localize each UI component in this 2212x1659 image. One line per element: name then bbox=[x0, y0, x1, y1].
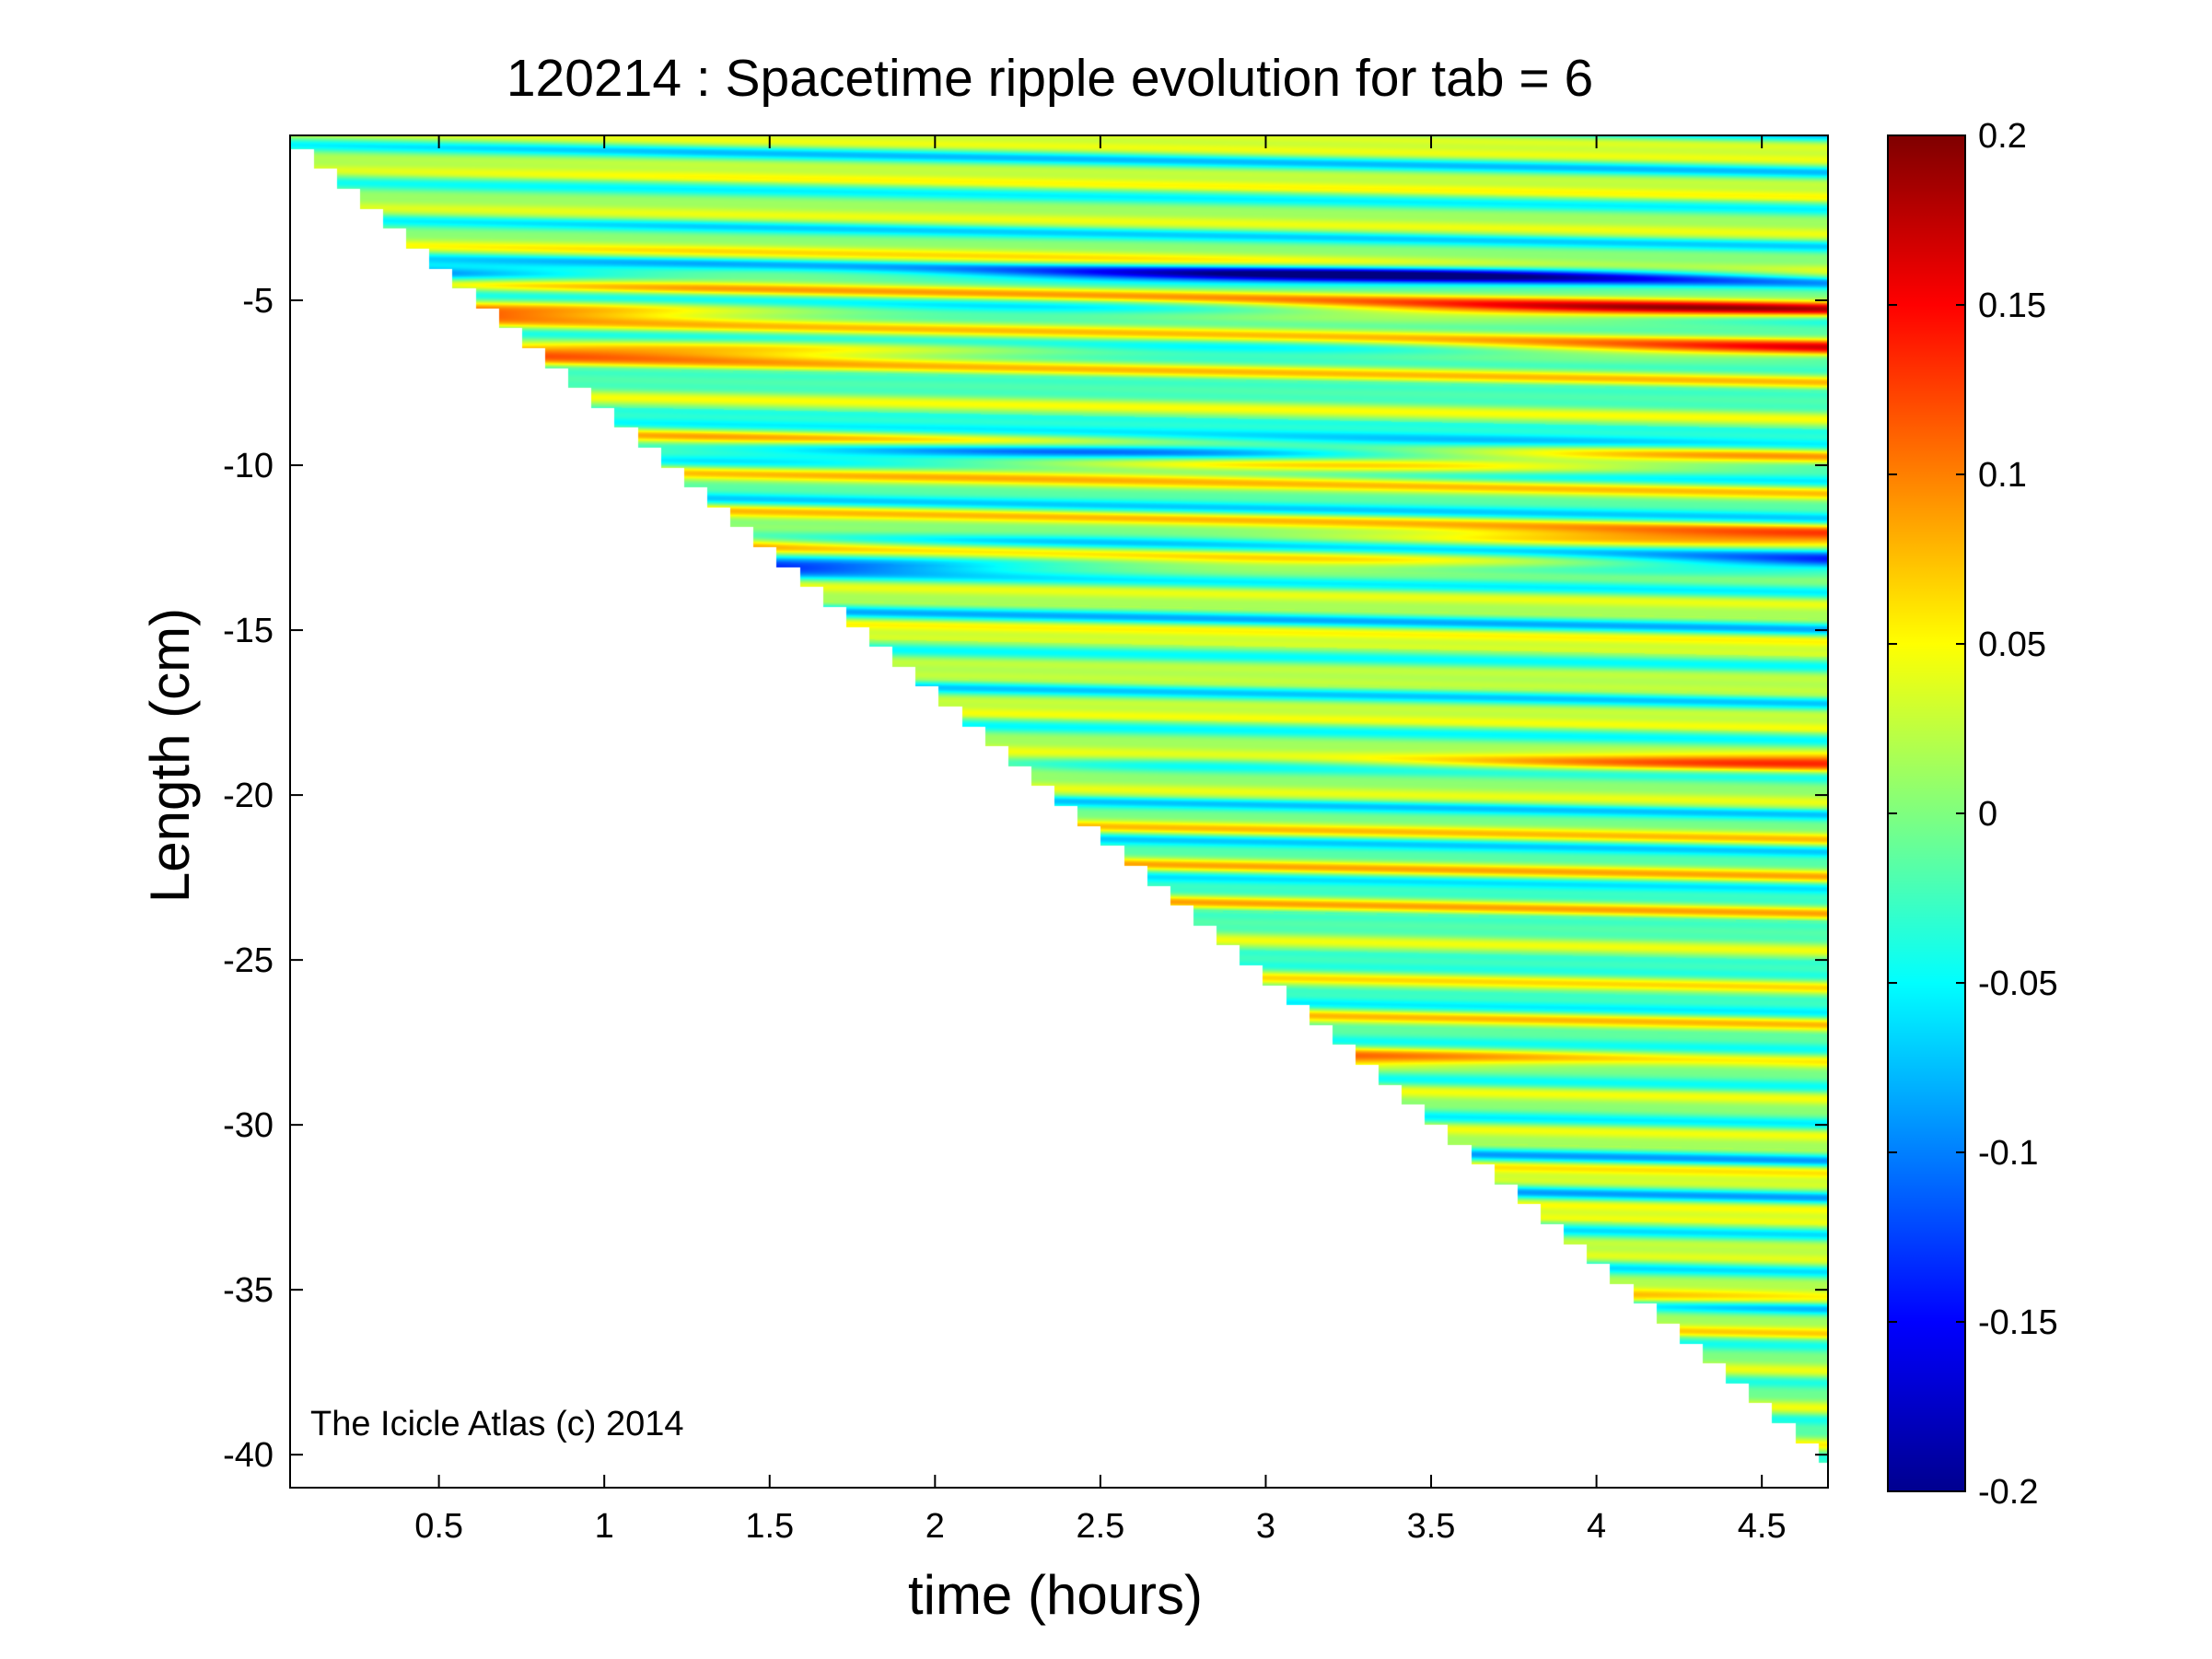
y-tick-label: -20 bbox=[223, 777, 274, 815]
y-axis: -5 -10 -15 -20 -25 -30 -35 -40 bbox=[223, 282, 1828, 1475]
x-axis-label: time (hours) bbox=[908, 1564, 1203, 1626]
x-tick-label: 2.5 bbox=[1076, 1507, 1124, 1546]
x-tick-label: 1 bbox=[595, 1507, 614, 1546]
colorbar-tick-label: -0.1 bbox=[1978, 1134, 2038, 1173]
y-tick-label: -35 bbox=[223, 1271, 274, 1310]
y-tick-label: -30 bbox=[223, 1106, 274, 1145]
x-axis: 0.5 1 1.5 2 2.5 3 3.5 4 4.5 bbox=[414, 135, 1787, 1546]
colorbar-tick-label: 0.15 bbox=[1978, 286, 2046, 325]
colorbar-tick-label: 0.1 bbox=[1978, 456, 2027, 495]
colorbar-tick-label: 0 bbox=[1978, 795, 1997, 834]
x-tick-label: 2 bbox=[926, 1507, 945, 1546]
heatmap-raster bbox=[290, 135, 1828, 1488]
colorbar bbox=[1887, 134, 1966, 1492]
x-tick-label: 3.5 bbox=[1407, 1507, 1456, 1546]
x-tick-label: 4.5 bbox=[1738, 1507, 1787, 1546]
x-tick-label: 4 bbox=[1587, 1507, 1606, 1546]
heatmap-image bbox=[290, 135, 1828, 1488]
colorbar-tick-label: 0.2 bbox=[1978, 117, 2027, 156]
x-tick-label: 3 bbox=[1256, 1507, 1275, 1546]
chart-title: 120214 : Spacetime ripple evolution for … bbox=[506, 49, 1593, 108]
colorbar-tick-label: -0.15 bbox=[1978, 1303, 2058, 1342]
y-tick-label: -25 bbox=[223, 941, 274, 980]
colorbar-axis: 0.2 0.15 0.1 0.05 0 -0.05 -0.1 -0.15 -0.2 bbox=[1888, 117, 2058, 1512]
x-tick-label: 0.5 bbox=[414, 1507, 463, 1546]
plot-frame bbox=[289, 134, 1829, 1489]
y-axis-label: Length (cm) bbox=[139, 608, 201, 903]
copyright-annotation: The Icicle Atlas (c) 2014 bbox=[310, 1405, 684, 1443]
y-tick-label: -10 bbox=[223, 447, 274, 485]
x-tick-label: 1.5 bbox=[745, 1507, 794, 1546]
colorbar-tick-label: -0.2 bbox=[1978, 1473, 2038, 1512]
y-tick-label: -40 bbox=[223, 1436, 274, 1475]
colorbar-tick-label: 0.05 bbox=[1978, 625, 2046, 664]
y-tick-label: -5 bbox=[242, 282, 274, 321]
y-tick-label: -15 bbox=[223, 612, 274, 650]
colorbar-tick-label: -0.05 bbox=[1978, 964, 2058, 1003]
